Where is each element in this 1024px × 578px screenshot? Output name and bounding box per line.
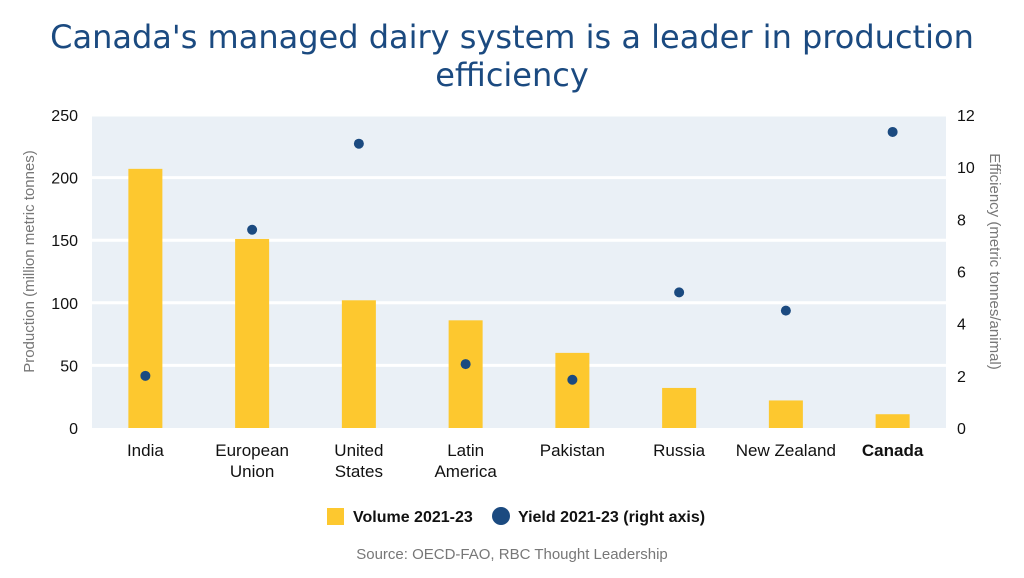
left-axis-title: Production (million metric tonnes)	[21, 150, 38, 373]
category-label: Canada	[862, 441, 924, 460]
scatter-point	[460, 359, 471, 370]
bar	[341, 300, 376, 428]
left-tick-label: 50	[60, 358, 78, 375]
left-tick-label: 150	[51, 233, 78, 250]
source-note: Source: OECD-FAO, RBC Thought Leadership	[356, 546, 668, 563]
legend-volume-swatch	[327, 508, 344, 525]
bar-series-volume	[128, 168, 910, 428]
right-tick-label: 8	[957, 212, 966, 229]
right-tick-label: 10	[957, 160, 975, 177]
scatter-point	[353, 138, 364, 149]
right-tick-label: 12	[957, 108, 975, 125]
scatter-point	[567, 374, 578, 385]
legend-volume-label: Volume 2021-23	[353, 509, 473, 526]
right-tick-label: 0	[957, 421, 966, 438]
left-tick-label: 200	[51, 171, 78, 188]
category-label: Russia	[653, 441, 706, 460]
category-label: Latin America	[434, 441, 497, 481]
scatter-point	[140, 370, 151, 381]
scatter-point	[674, 287, 685, 298]
legend-yield-swatch	[492, 507, 510, 525]
left-axis-ticks: 0 50 100 150 200 250	[51, 108, 78, 438]
category-label: United States	[334, 441, 383, 481]
category-label: India	[127, 441, 164, 460]
legend: Volume 2021-23 Yield 2021-23 (right axis…	[327, 507, 705, 526]
category-label: Pakistan	[540, 441, 605, 460]
category-labels: India European Union United States Latin Ameri…	[127, 441, 924, 481]
scatter-point	[247, 224, 258, 235]
bar	[768, 400, 803, 428]
right-tick-label: 2	[957, 369, 966, 386]
category-label: European Union	[215, 441, 289, 481]
right-axis-title: Efficiency (metric tonnes/animal)	[986, 153, 1003, 369]
bar	[235, 238, 270, 428]
legend-yield-label: Yield 2021-23 (right axis)	[518, 509, 705, 526]
scatter-point	[780, 305, 791, 316]
bar	[875, 414, 910, 428]
right-tick-label: 6	[957, 265, 966, 282]
chart-title: Canada's managed dairy system is a leade…	[50, 18, 974, 94]
category-label: New Zealand	[736, 441, 836, 460]
bar	[555, 352, 590, 428]
left-tick-label: 0	[69, 421, 78, 438]
plot-background	[92, 115, 946, 428]
bar	[128, 168, 163, 428]
left-tick-label: 100	[51, 296, 78, 313]
right-axis-ticks: 0 2 4 6 8 10 12	[957, 108, 975, 438]
bar	[662, 387, 697, 428]
gridlines	[92, 113, 946, 367]
scatter-series-yield	[140, 126, 898, 385]
left-tick-label: 250	[51, 108, 78, 125]
scatter-point	[887, 126, 898, 137]
bar	[448, 320, 483, 428]
right-tick-label: 4	[957, 317, 966, 334]
